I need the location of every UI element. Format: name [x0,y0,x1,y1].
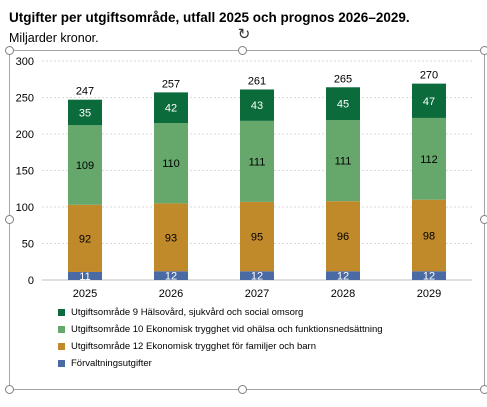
data-label: 12 [337,271,349,283]
data-label: 98 [423,230,435,242]
data-label: 45 [337,99,349,111]
bar-segment [154,203,188,272]
legend-swatch [58,326,65,333]
bar-segment [326,120,360,202]
y-tick-label: 300 [16,56,34,68]
total-label: 261 [248,75,266,87]
chart-subtitle: Miljarder kronor. [9,31,99,45]
bar-segment [68,271,102,280]
data-label: 12 [251,271,263,283]
data-label: 96 [337,231,349,243]
chart-legend: Utgiftsområde 9 Hälsovård, sjukvård och … [58,304,383,372]
bar-segment [326,87,360,121]
data-label: 95 [251,232,263,244]
legend-swatch [58,360,65,367]
resize-handle-icon[interactable] [480,215,487,224]
data-label: 35 [79,107,91,119]
legend-item: Utgiftsområde 12 Ekonomisk trygghet för … [58,338,383,355]
data-label: 12 [423,271,435,283]
chart-title: Utgifter per utgiftsområde, utfall 2025 … [9,10,410,25]
bar-segment [326,271,360,280]
bar-segment [240,271,274,280]
resize-handle-icon[interactable] [5,46,14,55]
resize-handle-icon[interactable] [5,215,14,224]
y-tick-label: 150 [16,166,34,178]
data-label: 111 [249,156,266,168]
y-tick-label: 0 [28,275,34,287]
total-label: 247 [76,86,94,98]
legend-label: Utgiftsområde 10 Ekonomisk trygghet vid … [71,324,383,335]
total-label: 265 [334,73,352,85]
bar-segment [68,125,102,205]
x-tick-label: 2026 [159,288,183,300]
bar-segment [154,123,188,204]
x-tick-label: 2025 [73,288,97,300]
data-label: 43 [251,100,263,112]
resize-handle-icon[interactable] [5,385,14,394]
y-tick-label: 100 [16,202,34,214]
bar-segment [154,92,188,124]
total-label: 270 [420,70,438,82]
y-tick-label: 250 [16,93,34,105]
x-tick-label: 2029 [417,288,441,300]
legend-label: Utgiftsområde 9 Hälsovård, sjukvård och … [71,307,304,318]
resize-handle-icon[interactable] [238,385,247,394]
resize-handle-icon[interactable] [238,46,247,55]
data-label: 110 [162,158,180,170]
bar-segment [240,201,274,272]
bar-segment [240,89,274,121]
data-label: 11 [79,271,90,283]
bar-segment [412,199,446,272]
y-tick-label: 50 [22,239,34,251]
legend-item: Förvaltningsutgifter [58,355,383,372]
total-label: 257 [162,78,180,90]
data-label: 111 [335,156,352,168]
bar-segment [68,204,102,272]
legend-swatch [58,343,65,350]
data-label: 109 [76,160,94,172]
bar-segment [240,120,274,202]
data-label: 112 [420,154,438,166]
resize-handle-icon[interactable] [480,46,487,55]
bar-segment [412,83,446,118]
bar-segment [154,271,188,280]
bar-segment [412,271,446,280]
legend-item: Utgiftsområde 10 Ekonomisk trygghet vid … [58,321,383,338]
legend-label: Förvaltningsutgifter [71,358,152,369]
legend-label: Utgiftsområde 12 Ekonomisk trygghet för … [71,341,316,352]
y-tick-label: 200 [16,129,34,141]
bar-segment [68,99,102,126]
bar-segment [326,201,360,272]
x-tick-label: 2027 [245,288,269,300]
bar-segment [412,117,446,200]
data-label: 92 [79,233,91,245]
legend-item: Utgiftsområde 9 Hälsovård, sjukvård och … [58,304,383,321]
data-label: 47 [423,96,435,108]
x-tick-label: 2028 [331,288,355,300]
rotate-handle-icon[interactable]: ↻ [236,26,252,43]
data-label: 93 [165,232,177,244]
data-label: 42 [165,103,177,115]
legend-swatch [58,309,65,316]
resize-handle-icon[interactable] [480,385,487,394]
data-label: 12 [165,271,177,283]
